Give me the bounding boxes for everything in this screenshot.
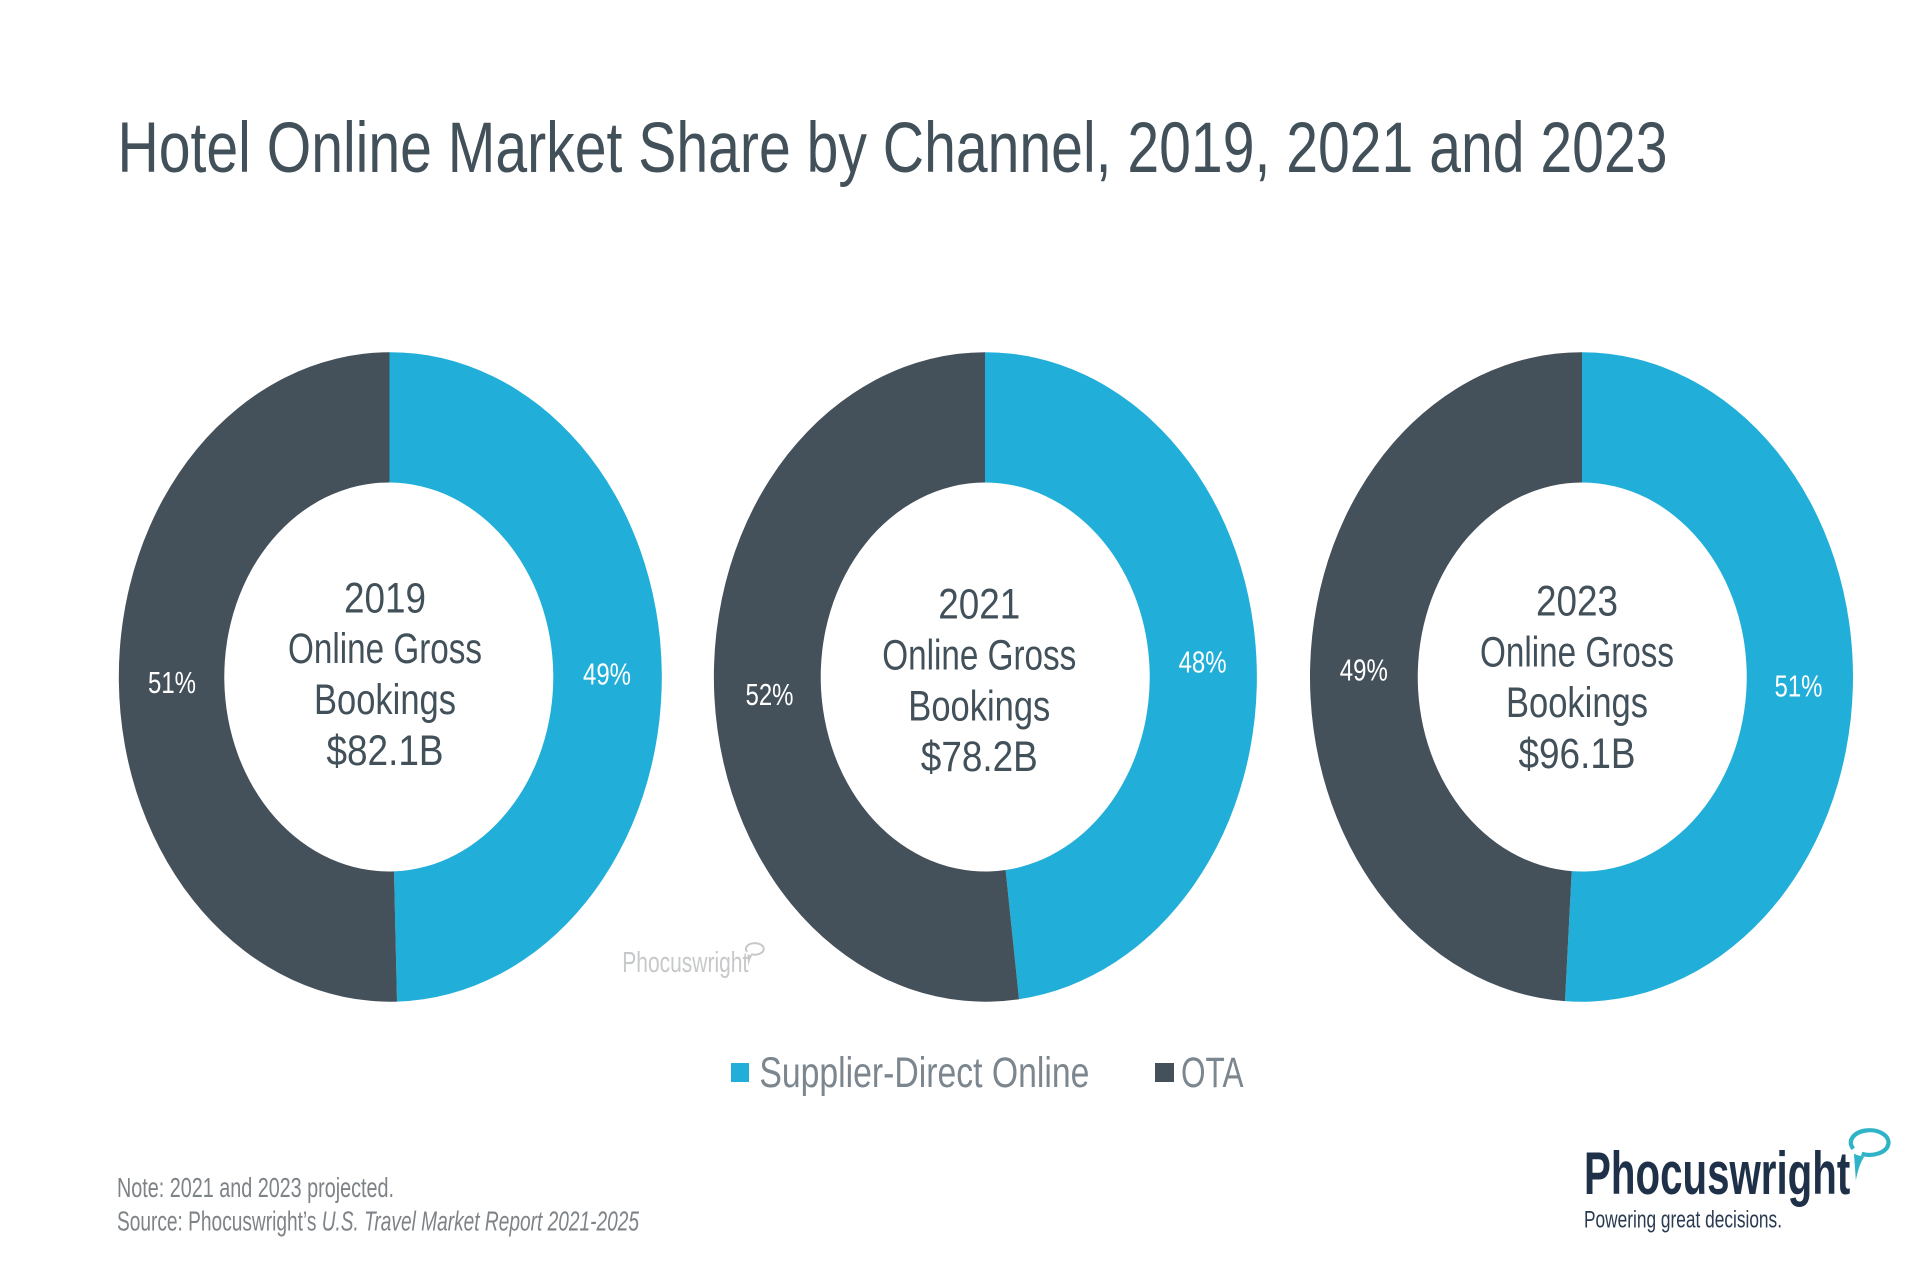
svg-text:49%: 49% [1340,653,1388,687]
svg-text:2023: 2023 [1536,578,1618,625]
svg-text:Bookings: Bookings [1506,680,1648,727]
svg-text:Supplier-Direct Online: Supplier-Direct Online [759,1049,1089,1097]
svg-text:$78.2B: $78.2B [921,734,1038,781]
svg-text:Online Gross: Online Gross [1480,629,1674,676]
svg-text:2019: 2019 [344,575,426,622]
svg-text:Phocuswright: Phocuswright [622,947,748,979]
svg-text:Hotel Online Market Share by C: Hotel Online Market Share by Channel, 20… [118,109,1668,188]
svg-text:Bookings: Bookings [314,677,456,724]
svg-text:OTA: OTA [1181,1049,1244,1097]
svg-text:51%: 51% [1775,670,1823,704]
svg-text:48%: 48% [1179,646,1227,680]
svg-text:49%: 49% [583,658,631,692]
svg-text:Phocuswright: Phocuswright [1584,1139,1850,1207]
svg-text:Bookings: Bookings [908,683,1050,730]
svg-text:Online Gross: Online Gross [882,632,1076,679]
svg-text:Source: Phocuswright’s U.S. Tr: Source: Phocuswright’s U.S. Travel Marke… [117,1206,639,1237]
svg-text:51%: 51% [148,666,196,700]
svg-text:$82.1B: $82.1B [327,728,444,775]
svg-text:$96.1B: $96.1B [1519,731,1636,778]
svg-text:2021: 2021 [938,582,1020,629]
svg-text:52%: 52% [746,678,794,712]
svg-text:Note: 2021 and 2023 projected.: Note: 2021 and 2023 projected. [117,1172,394,1203]
svg-text:Online Gross: Online Gross [288,626,482,673]
svg-text:Powering great decisions.: Powering great decisions. [1584,1207,1782,1234]
